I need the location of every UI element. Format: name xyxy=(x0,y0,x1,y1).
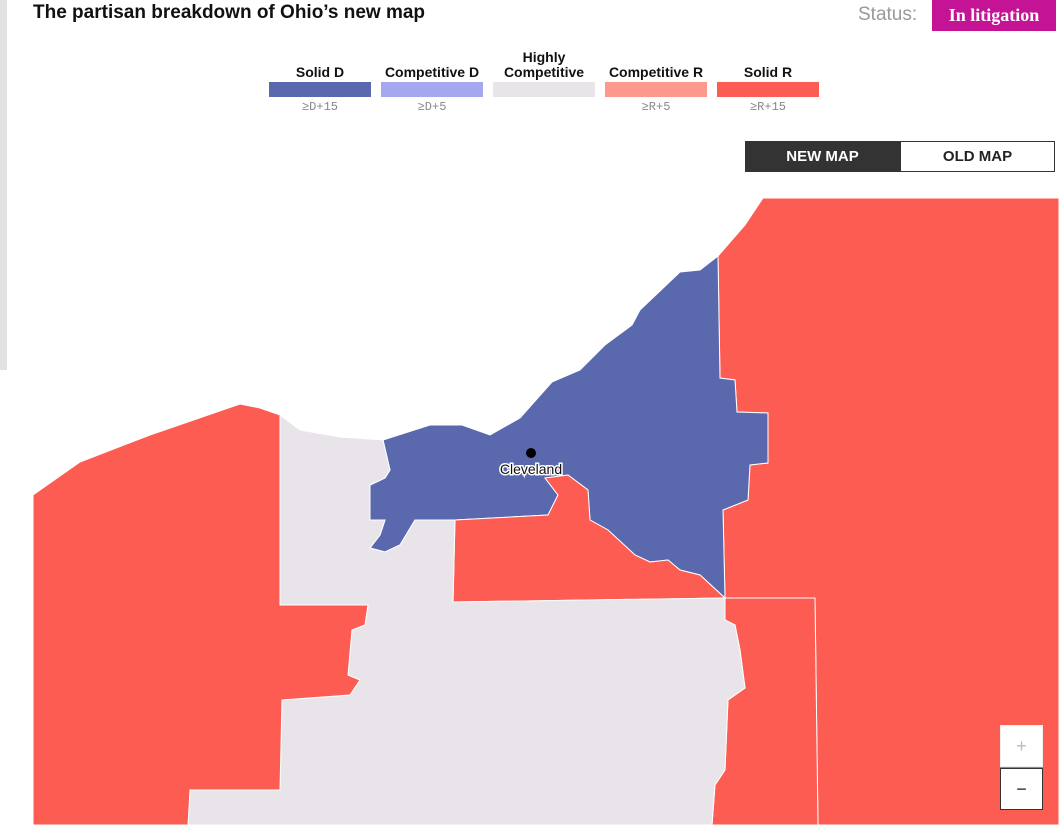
map-toggle: NEW MAP OLD MAP xyxy=(745,141,1055,172)
legend-label: Competitive D xyxy=(384,64,480,80)
legend-range: ≥R+15 xyxy=(749,100,786,114)
legend: Solid D ≥D+15 Competitive D ≥D+5 Highly Comp… xyxy=(264,46,824,114)
zoom-out[interactable]: − xyxy=(1000,768,1043,810)
legend-swatch xyxy=(269,82,371,97)
zoom-in[interactable]: + xyxy=(1000,725,1043,767)
new-map-button[interactable]: NEW MAP xyxy=(745,141,900,172)
legend-label: Solid R xyxy=(743,64,793,80)
legend-item: Highly Competitive xyxy=(488,46,600,114)
legend-range: ≥R+5 xyxy=(641,100,671,114)
legend-range: ≥D+5 xyxy=(417,100,447,114)
legend-swatch xyxy=(717,82,819,97)
legend-item: Competitive R ≥R+5 xyxy=(600,46,712,114)
scrollbar xyxy=(0,0,7,370)
legend-item: Solid D ≥D+15 xyxy=(264,46,376,114)
legend-label: Competitive R xyxy=(608,64,704,80)
legend-swatch xyxy=(493,82,595,97)
legend-range: ≥D+15 xyxy=(301,100,338,114)
legend-item: Solid R ≥R+15 xyxy=(712,46,824,114)
old-map-button[interactable]: OLD MAP xyxy=(900,141,1055,172)
legend-label: Highly Competitive xyxy=(503,49,585,80)
status-label: Status: xyxy=(858,4,918,25)
legend-swatch xyxy=(381,82,483,97)
city-label: Cleveland xyxy=(500,461,562,477)
city-dot xyxy=(526,448,536,458)
legend-swatch xyxy=(605,82,707,97)
legend-label: Solid D xyxy=(295,64,345,80)
title: The partisan breakdown of Ohio’s new map xyxy=(33,2,426,23)
district[interactable] xyxy=(32,403,369,825)
status-badge: In litigation xyxy=(932,0,1056,31)
district[interactable] xyxy=(452,474,727,603)
legend-item: Competitive D ≥D+5 xyxy=(376,46,488,114)
